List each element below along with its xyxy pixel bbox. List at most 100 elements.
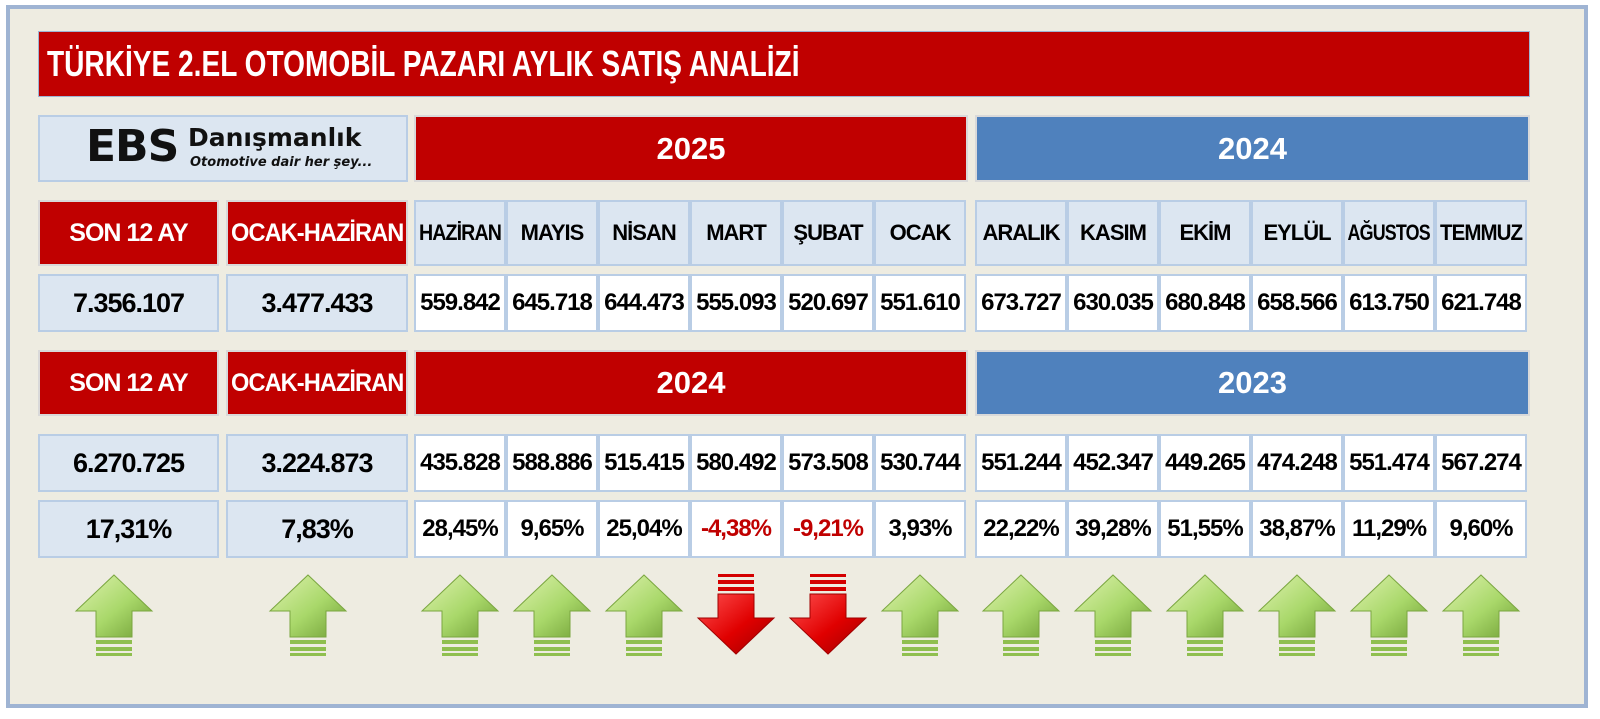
sales-value-current: 644.473 (598, 274, 690, 332)
sales-value-current-text: 658.566 (1257, 289, 1338, 316)
sales-value-current-text: 551.610 (880, 289, 961, 316)
up-arrow-icon (1165, 574, 1245, 656)
sales-value-current: 680.848 (1159, 274, 1251, 332)
logo-mark: EBS (86, 121, 179, 172)
month-header-text: EKİM (1179, 220, 1232, 245)
month-header-text: MART (706, 220, 767, 245)
sales-value-current: 551.610 (874, 274, 966, 332)
sales-value-current: 621.748 (1435, 274, 1527, 332)
sales-value-current-text: 644.473 (604, 289, 685, 316)
sales-value-previous: 452.347 (1067, 434, 1159, 492)
sales-value-previous-text: 530.744 (880, 449, 961, 476)
sales-value-previous-text: 551.474 (1349, 449, 1430, 476)
sales-value-current-text: 630.035 (1073, 289, 1154, 316)
ocak-haziran-change: 7,83% (226, 500, 408, 558)
change-percent-text: 51,55% (1167, 515, 1243, 542)
son12-label-bottom: SON 12 AY (38, 350, 219, 416)
month-header: ŞUBAT (782, 200, 874, 266)
son12-value-top-text: 7.356.107 (72, 287, 185, 318)
sales-value-previous-text: 573.508 (788, 449, 869, 476)
son12-label-bottom-text: SON 12 AY (69, 368, 188, 397)
month-header: HAZİRAN (414, 200, 506, 266)
ocak-haziran-label-bottom: OCAK-HAZİRAN (226, 350, 408, 416)
up-arrow-icon (420, 574, 500, 656)
month-header-text: NİSAN (612, 220, 676, 245)
logo-name: Danışmanlık (188, 123, 362, 152)
sales-value-current: 559.842 (414, 274, 506, 332)
ocak-haziran-value-top-text: 3.477.433 (261, 287, 373, 318)
change-percent: 9,65% (506, 500, 598, 558)
up-arrow-icon (512, 574, 592, 656)
sales-value-current-text: 559.842 (420, 289, 501, 316)
year-header-2024: 2024 (975, 115, 1530, 182)
month-header-text: MAYIS (520, 220, 585, 245)
change-percent-text: 3,93% (888, 515, 952, 542)
month-header-text: ARALIK (982, 220, 1060, 245)
sales-value-previous-text: 515.415 (604, 449, 685, 476)
sales-value-current-text: 520.697 (788, 289, 869, 316)
month-header-text: OCAK (889, 220, 952, 245)
sales-value-previous: 573.508 (782, 434, 874, 492)
page-title-text: TÜRKİYE 2.EL OTOMOBİL PAZARI AYLIK SATIŞ… (47, 43, 800, 84)
sales-value-previous: 567.274 (1435, 434, 1527, 492)
sales-value-previous-text: 474.248 (1257, 449, 1338, 476)
sales-value-previous: 515.415 (598, 434, 690, 492)
up-arrow-icon (981, 574, 1061, 656)
ocak-haziran-label-top: OCAK-HAZİRAN (226, 200, 408, 266)
up-arrow-icon (1349, 574, 1429, 656)
sales-value-current-text: 645.718 (512, 289, 593, 316)
son12-label-top: SON 12 AY (38, 200, 219, 266)
sales-value-current-text: 673.727 (981, 289, 1062, 316)
son12-change-text: 17,31% (85, 513, 173, 544)
change-percent-text: 9,60% (1449, 515, 1513, 542)
sales-value-current-text: 555.093 (696, 289, 777, 316)
up-arrow-icon (268, 574, 348, 656)
change-percent: 28,45% (414, 500, 506, 558)
son12-label-top-text: SON 12 AY (69, 218, 188, 247)
sales-value-current: 673.727 (975, 274, 1067, 332)
son12-value-bottom: 6.270.725 (38, 434, 219, 492)
change-percent-text: 39,28% (1075, 515, 1151, 542)
change-percent-text: -9,21% (792, 515, 864, 542)
change-percent: 25,04% (598, 500, 690, 558)
logo-tagline: Otomotive dair her şey... (190, 155, 373, 170)
ocak-haziran-value-bottom: 3.224.873 (226, 434, 408, 492)
sales-value-current: 520.697 (782, 274, 874, 332)
year-header-2024-bottom: 2024 (414, 350, 968, 416)
sales-value-current: 658.566 (1251, 274, 1343, 332)
month-header: OCAK (874, 200, 966, 266)
sales-value-previous: 580.492 (690, 434, 782, 492)
month-header: ARALIK (975, 200, 1067, 266)
sales-value-previous: 588.886 (506, 434, 598, 492)
sales-value-current-text: 621.748 (1441, 289, 1522, 316)
change-percent-text: 11,29% (1351, 515, 1427, 542)
month-header-text: AĞUSTOS (1347, 220, 1431, 245)
sales-value-previous-text: 588.886 (512, 449, 593, 476)
sales-value-current: 630.035 (1067, 274, 1159, 332)
up-arrow-icon (880, 574, 960, 656)
change-percent-text: 38,87% (1259, 515, 1335, 542)
month-header-text: TEMMUZ (1439, 220, 1523, 245)
change-percent-text: 28,45% (422, 515, 498, 542)
son12-change: 17,31% (38, 500, 219, 558)
month-header: MART (690, 200, 782, 266)
change-percent: -9,21% (782, 500, 874, 558)
sales-value-previous: 435.828 (414, 434, 506, 492)
up-arrow-icon (1073, 574, 1153, 656)
month-header-text: HAZİRAN (419, 220, 502, 245)
sales-value-previous: 551.244 (975, 434, 1067, 492)
month-header: TEMMUZ (1435, 200, 1527, 266)
sales-value-current-text: 680.848 (1165, 289, 1246, 316)
change-percent-text: 25,04% (606, 515, 682, 542)
sales-value-previous-text: 449.265 (1165, 449, 1246, 476)
sales-value-previous-text: 580.492 (696, 449, 777, 476)
sales-value-previous: 449.265 (1159, 434, 1251, 492)
up-arrow-icon (1257, 574, 1337, 656)
sales-value-current: 555.093 (690, 274, 782, 332)
up-arrow-icon (74, 574, 154, 656)
month-header: KASIM (1067, 200, 1159, 266)
sales-value-previous-text: 551.244 (981, 449, 1062, 476)
month-header: EKİM (1159, 200, 1251, 266)
change-percent: 51,55% (1159, 500, 1251, 558)
sales-value-current: 645.718 (506, 274, 598, 332)
